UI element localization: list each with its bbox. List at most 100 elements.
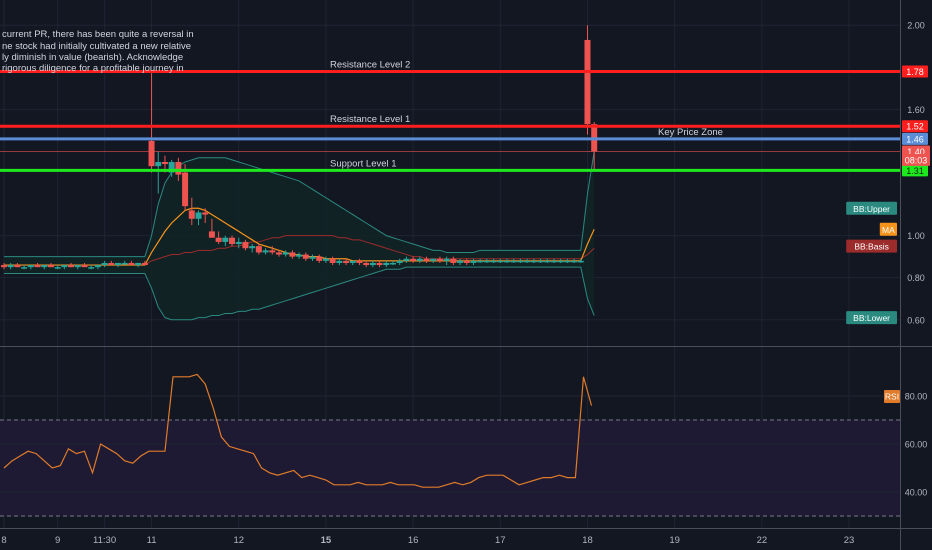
candle (436, 256, 443, 263)
candle (416, 256, 423, 263)
candle-body (443, 258, 450, 261)
level-price-tag (902, 164, 928, 177)
candle (544, 258, 551, 263)
candle-body (74, 265, 81, 268)
candle-body (168, 161, 175, 173)
candle-body (517, 260, 524, 263)
candle-body (81, 265, 88, 268)
indicator-tag-text: BB:Lower (853, 313, 890, 323)
candle (275, 250, 282, 257)
candle (54, 265, 61, 270)
level-price-tag-text: 1.52 (906, 122, 924, 132)
candle-body (175, 161, 182, 175)
candle-body (155, 161, 162, 167)
rsi-axis-tick: 60.00 (905, 440, 928, 450)
time-axis-label: 23 (844, 535, 855, 546)
indicator-tag (846, 239, 897, 253)
level-price-tag (902, 65, 928, 78)
candle (61, 265, 68, 270)
candle-body (403, 258, 410, 261)
candle (7, 262, 14, 270)
candle (322, 256, 329, 263)
candle-body (222, 237, 229, 242)
rsi-tag-text: RSI (885, 392, 899, 402)
candle (369, 260, 376, 268)
price-axis-tick: 2.00 (907, 21, 925, 31)
candle-body (504, 260, 511, 263)
candle-body (577, 260, 584, 263)
candle-body (470, 260, 477, 263)
candle-body (115, 262, 122, 266)
candle-body (309, 256, 316, 259)
candle (329, 256, 336, 266)
rsi-band (0, 420, 900, 516)
candle-body (497, 260, 504, 263)
candle (443, 256, 450, 266)
time-axis-label: 17 (495, 535, 506, 546)
candle (168, 159, 175, 177)
candle-body (68, 265, 75, 268)
candle-body (416, 258, 423, 261)
candle (356, 258, 363, 266)
bb-lower-line (4, 266, 595, 321)
candle-body (54, 267, 61, 269)
candle (289, 250, 296, 259)
candle-body (369, 262, 376, 266)
candle (249, 244, 256, 253)
time-axis-label: 18 (582, 535, 593, 546)
candle (115, 262, 122, 268)
candle-body (229, 237, 236, 245)
level-price-tag (902, 120, 928, 133)
candle (497, 258, 504, 263)
candle-body (490, 260, 497, 263)
candle-body (208, 231, 215, 238)
candle (470, 258, 477, 266)
candle (269, 246, 276, 255)
candle-body (396, 260, 403, 263)
level-price-tag (902, 132, 928, 145)
candle (208, 218, 215, 238)
level-price-tag-text: 1.31 (906, 166, 924, 176)
candle-body (383, 262, 390, 266)
candle-body (21, 267, 28, 269)
candle-body (41, 265, 48, 268)
price-axis-tick: 0.80 (907, 273, 925, 283)
candle-body (296, 254, 303, 257)
candle-body (463, 260, 470, 263)
candle-body (550, 260, 557, 263)
rsi-pane[interactable]: 80.00 60.00 40.00 RSI (0, 373, 928, 517)
candle-body (188, 210, 195, 219)
rsi-tag (884, 390, 900, 403)
candle-body (457, 260, 464, 263)
horizontal-levels[interactable]: Resistance Level 2 1.78 Resistance Level 1… (0, 60, 930, 325)
bb-upper-line (4, 151, 595, 258)
candle (41, 265, 48, 270)
candle (490, 258, 497, 263)
candle (403, 256, 410, 263)
candle (316, 254, 323, 263)
candle (222, 235, 229, 247)
candle (389, 260, 396, 266)
candle (242, 239, 249, 251)
candle (121, 260, 128, 266)
candle-body (436, 258, 443, 261)
candle (81, 262, 88, 268)
level-label: Support Level 1 (330, 158, 397, 169)
price-tag-text: 1.40 (907, 147, 925, 157)
candle (363, 260, 370, 268)
candle-body (389, 262, 396, 265)
level-price-tag-text: 1.46 (906, 134, 924, 144)
candle-body (302, 254, 309, 259)
candle (504, 258, 511, 263)
rsi-axis-tick: 40.00 (905, 488, 928, 498)
candle (584, 25, 591, 135)
candle-body (322, 258, 329, 261)
candle-body (47, 265, 54, 268)
candle (101, 260, 108, 268)
level-label: Resistance Level 2 (330, 60, 410, 71)
candle (349, 260, 356, 266)
candle-body (336, 260, 343, 263)
candle-body (202, 212, 209, 215)
candle-body (376, 262, 383, 266)
